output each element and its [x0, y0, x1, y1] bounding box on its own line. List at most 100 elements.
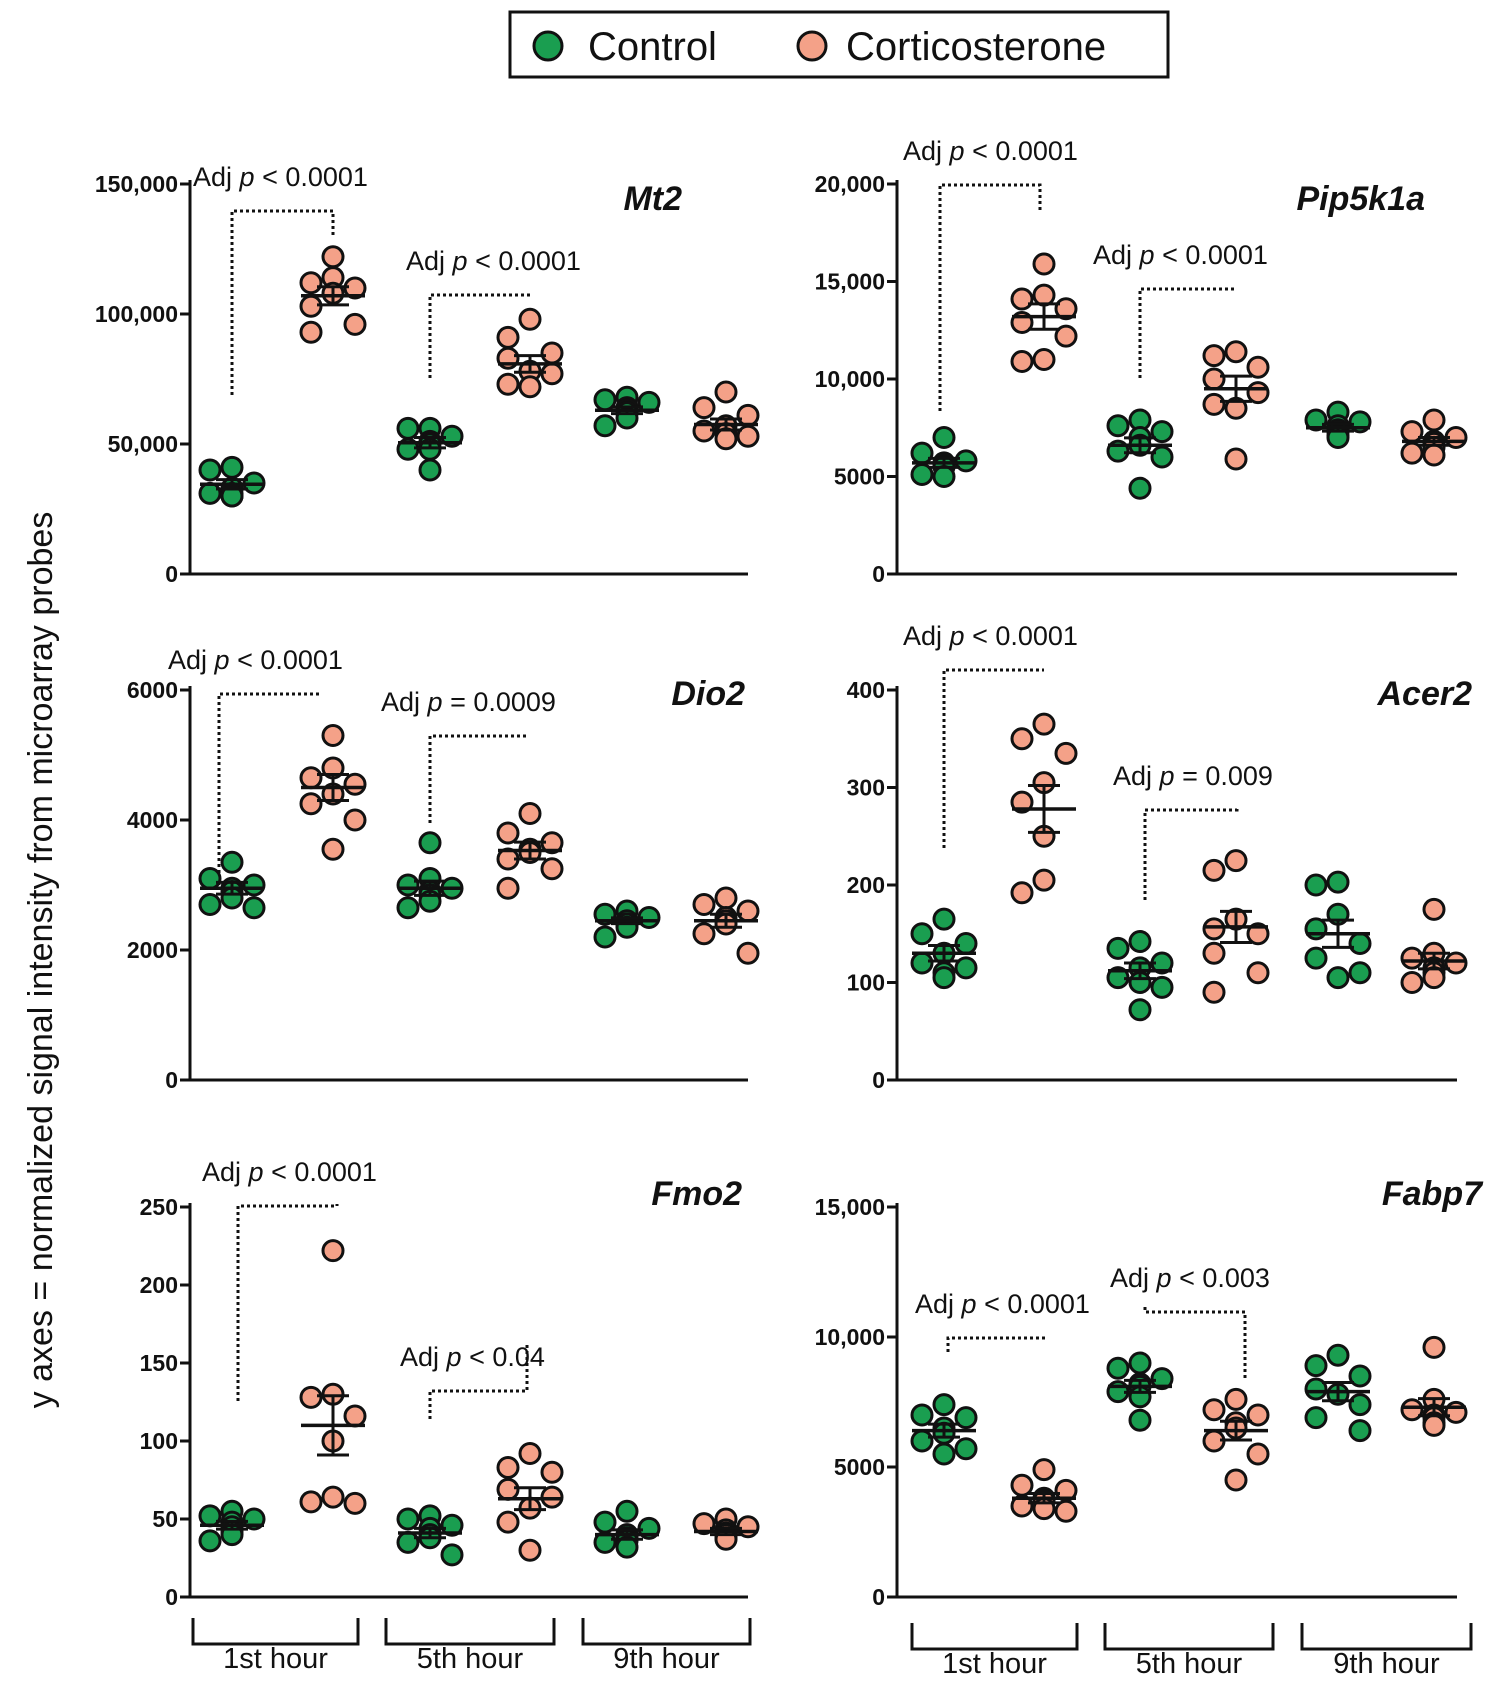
- data-point: [198, 893, 222, 916]
- data-point: [1032, 252, 1056, 276]
- data-point: [593, 1530, 617, 1554]
- y-tick-label: 20,000: [815, 171, 885, 197]
- data-point: [321, 724, 345, 747]
- data-point: [910, 1429, 934, 1453]
- group-label: 1st hour: [223, 1643, 328, 1675]
- data-point: [299, 1490, 323, 1514]
- data-point: [1304, 873, 1328, 897]
- data-point: [692, 1512, 716, 1536]
- data-point: [1422, 897, 1446, 921]
- data-point: [418, 458, 442, 482]
- y-tick-label: 15,000: [815, 269, 885, 295]
- data-point: [1224, 849, 1248, 873]
- series-corticosterone-5th-hour: [1202, 849, 1270, 1004]
- legend-marker-control: [532, 30, 564, 62]
- data-point: [1054, 324, 1078, 348]
- significance-label: Adj p < 0.0001: [406, 246, 581, 276]
- data-point: [1128, 476, 1152, 500]
- data-point: [1106, 414, 1130, 438]
- data-point: [198, 867, 222, 890]
- data-point: [220, 455, 244, 479]
- data-point: [343, 312, 367, 336]
- data-point: [1304, 1406, 1328, 1430]
- significance-bracket: [1143, 808, 1239, 900]
- data-point: [1246, 1442, 1270, 1466]
- data-point: [1032, 1458, 1056, 1482]
- data-point: [692, 893, 716, 916]
- data-point: [1202, 344, 1226, 368]
- data-point: [242, 873, 266, 897]
- series-corticosterone-5th-hour: [496, 1441, 564, 1562]
- data-point: [954, 956, 978, 980]
- significance-bracket: [236, 1204, 339, 1401]
- data-point: [343, 1491, 367, 1515]
- series-corticosterone-1st-hour: [299, 245, 367, 344]
- data-point: [418, 831, 442, 855]
- legend: Control Corticosterone: [508, 10, 1170, 79]
- data-point: [954, 1406, 978, 1430]
- y-tick-label: 200: [847, 872, 885, 898]
- data-point: [1202, 858, 1226, 882]
- data-point: [1304, 1377, 1328, 1401]
- data-point: [1400, 1398, 1424, 1422]
- data-point: [1304, 1354, 1328, 1378]
- y-tick-label: 250: [140, 1194, 178, 1220]
- y-tick-label: 5000: [834, 1454, 885, 1480]
- data-point: [1304, 917, 1328, 941]
- legend-box: [508, 10, 1170, 79]
- significance-label: Adj p < 0.0001: [193, 162, 368, 192]
- data-point: [1010, 727, 1034, 751]
- significance-bracket: [942, 668, 1044, 848]
- data-point: [1202, 941, 1226, 965]
- data-point: [518, 307, 542, 331]
- data-point: [1202, 1398, 1226, 1422]
- panel-fmo2: 0 50 100 150 200 250 Fmo2 Adj p < 0.0001 Adj p <…: [140, 1157, 760, 1610]
- data-point: [1106, 936, 1130, 960]
- y-tick-label: 50,000: [108, 431, 178, 457]
- data-point: [1202, 980, 1226, 1004]
- series-control-5th-hour: [396, 416, 464, 482]
- gene-title: Fabp7: [1382, 1175, 1484, 1213]
- data-point: [299, 766, 323, 790]
- data-point: [540, 341, 564, 365]
- data-point: [496, 1456, 520, 1480]
- data-point: [299, 1385, 323, 1409]
- data-point: [321, 245, 345, 269]
- data-point: [496, 821, 520, 845]
- data-point: [396, 873, 420, 897]
- series-control-5th-hour: [396, 831, 464, 920]
- data-point: [1202, 917, 1226, 941]
- data-point: [396, 1530, 420, 1554]
- series-corticosterone-9th-hour: [692, 1507, 760, 1551]
- data-point: [242, 896, 266, 920]
- significance-label: Adj p < 0.0001: [903, 136, 1078, 166]
- series-control-9th-hour: [593, 385, 661, 438]
- significance-bracket: [1138, 287, 1236, 378]
- group-bracket: [1300, 1623, 1473, 1651]
- data-point: [299, 271, 323, 295]
- data-point: [321, 837, 345, 861]
- series-corticosterone-1st-hour: [1010, 252, 1078, 373]
- data-point: [343, 808, 367, 832]
- data-point: [1304, 946, 1328, 970]
- data-point: [1224, 447, 1248, 471]
- y-tick-label: 0: [165, 561, 178, 587]
- y-axis-label: y axes = normalized signal intensity fro…: [22, 512, 60, 1409]
- data-point: [1422, 408, 1446, 432]
- legend-label-control: Control: [588, 25, 717, 69]
- data-point: [1032, 868, 1056, 892]
- data-point: [932, 426, 956, 449]
- series-control-1st-hour: [910, 1393, 978, 1466]
- data-point: [954, 1437, 978, 1461]
- series-control-1st-hour: [198, 850, 266, 920]
- y-tick-label: 10,000: [815, 1324, 885, 1350]
- data-point: [198, 481, 222, 505]
- y-tick-label: 200: [140, 1272, 178, 1298]
- legend-label-corticosterone: Corticosterone: [846, 25, 1106, 69]
- series-corticosterone-1st-hour: [299, 1239, 367, 1515]
- data-point: [1422, 443, 1446, 467]
- data-point: [1106, 1356, 1130, 1380]
- data-point: [1202, 367, 1226, 391]
- data-point: [496, 1477, 520, 1501]
- data-point: [1128, 930, 1152, 954]
